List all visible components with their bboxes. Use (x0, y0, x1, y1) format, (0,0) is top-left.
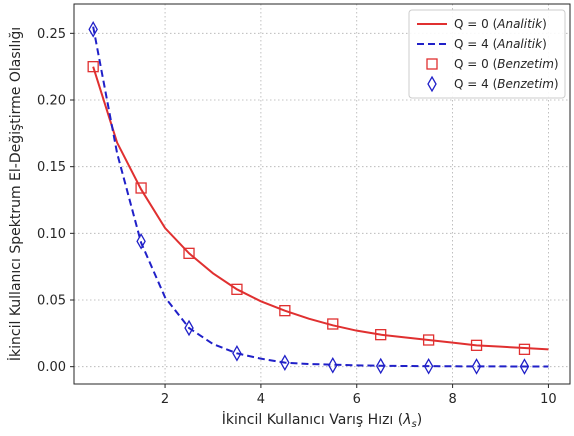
data-point (375, 357, 386, 375)
axis-ticks: 2 4 6 8 10 0.00 0.05 0.10 0.15 0.20 0.25 (37, 27, 557, 407)
data-point (279, 305, 291, 317)
legend-label: Q = 0 (Analitik) (454, 17, 547, 31)
legend-label-italic: Analitik (496, 17, 543, 31)
legend: Q = 0 (Analitik)Q = 4 (Analitik)Q = 0 (B… (408, 9, 566, 99)
x-tick-label: 4 (257, 392, 265, 407)
data-point (280, 354, 290, 371)
legend-label-prefix: Q = 0 ( (454, 57, 497, 71)
data-point (519, 358, 530, 375)
data-point (471, 358, 482, 375)
legend-label: Q = 4 (Benzetim) (454, 77, 559, 91)
y-tick-label: 0.15 (37, 160, 66, 175)
data-point (328, 357, 338, 374)
legend-handle (426, 58, 438, 70)
series-3 (88, 21, 530, 375)
x-tick-label: 10 (540, 392, 557, 407)
y-axis-label: İkincil Kullanıcı Spektrum El-Değiştirme… (6, 27, 24, 361)
legend-label-prefix: Q = 4 ( (454, 37, 497, 51)
x-tick-label: 2 (161, 392, 169, 407)
legend-label-prefix: Q = 0 ( (454, 17, 497, 31)
data-point (327, 318, 339, 330)
data-point (423, 357, 434, 375)
legend-label-italic: Analitik (496, 37, 543, 51)
y-tick-label: 0.20 (37, 94, 66, 109)
legend-label-suffix: ) (554, 77, 559, 91)
data-point (470, 339, 483, 351)
legend-label: Q = 4 (Analitik) (454, 37, 547, 51)
legend-label-prefix: Q = 4 ( (454, 77, 497, 91)
series-line (92, 66, 549, 351)
data-point (232, 345, 242, 362)
data-point (422, 334, 435, 346)
legend-handle (427, 75, 437, 93)
data-point (135, 182, 147, 194)
legend-label-suffix: ) (542, 17, 547, 31)
x-axis-label-text: İkincil Kullanıcı Varış Hızı ( (222, 410, 403, 428)
data-point (183, 247, 195, 259)
x-tick-label: 6 (353, 392, 361, 407)
x-tick-label: 8 (448, 392, 456, 407)
data-point (184, 319, 194, 337)
series-0 (92, 66, 549, 351)
data-point (87, 61, 99, 73)
plot-frame (73, 3, 571, 385)
series-2 (87, 61, 531, 355)
data-point (518, 343, 531, 355)
legend-box (408, 9, 566, 99)
series-layer (87, 21, 549, 375)
legend-label-suffix: ) (542, 37, 547, 51)
x-axis-label: İkincil Kullanıcı Varış Hızı (λs) (222, 410, 422, 430)
data-point (375, 329, 387, 341)
x-axis-label-close: ) (417, 412, 422, 428)
y-tick-label: 0.25 (37, 27, 66, 42)
y-tick-label: 0.00 (37, 360, 66, 375)
legend-label-italic: Benzetim (497, 77, 554, 91)
legend-label-italic: Benzetim (497, 57, 554, 71)
data-point (136, 233, 146, 250)
data-point (231, 283, 243, 295)
legend-label-suffix: ) (554, 57, 559, 71)
x-axis-label-subscript: s (412, 419, 417, 430)
x-axis-label-lambda: λ (402, 412, 411, 428)
y-tick-label: 0.10 (37, 227, 66, 242)
data-point (88, 21, 98, 38)
y-tick-label: 0.05 (37, 294, 66, 309)
legend-label: Q = 0 (Benzetim) (454, 57, 559, 71)
